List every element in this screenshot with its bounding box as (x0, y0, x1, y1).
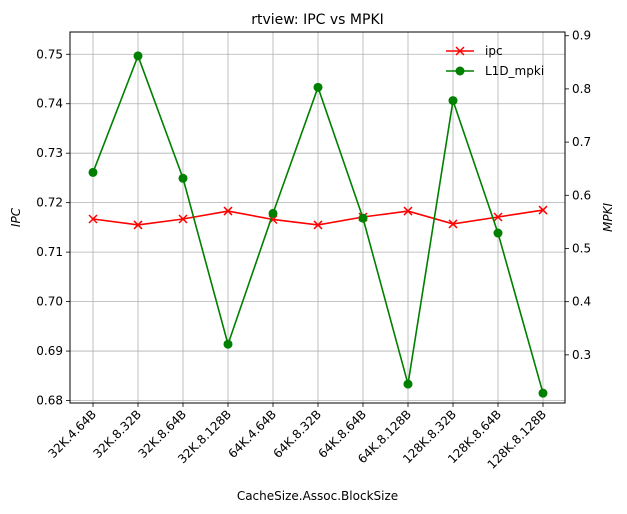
legend-mpki-label: L1D_mpki (485, 64, 544, 78)
chart-title: rtview: IPC vs MPKI (251, 12, 384, 28)
data-point-ipc (448, 219, 458, 229)
legend-ipc-marker (455, 46, 465, 56)
data-point-L1D_mpki (178, 173, 188, 183)
data-point-ipc (493, 212, 503, 222)
y-left-tick-label: 0.70 (36, 295, 63, 309)
y-right-tick-label: 0.9 (572, 29, 591, 43)
data-point-L1D_mpki (133, 51, 143, 61)
y-right-tick-label: 0.8 (572, 82, 591, 96)
series-layer (88, 51, 548, 398)
data-point-ipc (538, 205, 548, 215)
y-right-tick-label: 0.4 (572, 295, 591, 309)
y-right-tick-label: 0.5 (572, 241, 591, 255)
data-point-ipc (133, 220, 143, 230)
x-axis-title: CacheSize.Assoc.BlockSize (237, 489, 398, 503)
legend-mpki-marker (455, 66, 465, 76)
y-axis-left-title: IPC (9, 207, 23, 227)
y-right-tick-label: 0.7 (572, 135, 591, 149)
y-left-tick-label: 0.71 (36, 245, 63, 259)
data-point-L1D_mpki (448, 96, 458, 106)
data-point-L1D_mpki (538, 388, 548, 398)
data-point-ipc (313, 220, 323, 230)
plot-frame (69, 31, 566, 404)
y-axis-right-title: MPKI (601, 203, 615, 232)
y-left-tick-label: 0.68 (36, 394, 63, 408)
data-point-ipc (178, 214, 188, 224)
data-point-L1D_mpki (493, 228, 503, 238)
data-point-ipc (223, 206, 233, 216)
data-point-ipc (403, 206, 413, 216)
data-point-ipc (88, 214, 98, 224)
data-point-L1D_mpki (88, 167, 98, 177)
data-point-L1D_mpki (223, 339, 233, 349)
data-point-L1D_mpki (268, 208, 278, 218)
y-right-tick-label: 0.3 (572, 348, 591, 362)
y-right-tick-label: 0.6 (572, 188, 591, 202)
data-point-L1D_mpki (358, 213, 368, 223)
data-point-L1D_mpki (403, 379, 413, 389)
y-left-tick-label: 0.74 (36, 97, 63, 111)
y-left-tick-label: 0.75 (36, 47, 63, 61)
legend: ipc L1D_mpki (446, 44, 544, 78)
y-left-tick-label: 0.69 (36, 344, 63, 358)
y-left-tick-label: 0.72 (36, 196, 63, 210)
legend-ipc-label: ipc (485, 44, 503, 58)
y-left-tick-label: 0.73 (36, 146, 63, 160)
data-point-L1D_mpki (313, 82, 323, 92)
